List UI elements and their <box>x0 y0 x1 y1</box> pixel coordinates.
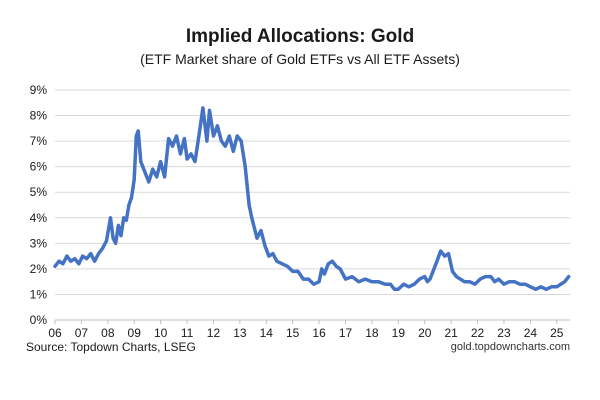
y-tick-label: 8% <box>30 109 48 123</box>
y-tick-label: 5% <box>30 185 48 199</box>
x-tick-label: 19 <box>392 326 406 340</box>
x-tick-label: 20 <box>418 326 432 340</box>
source-url[interactable]: gold.topdowncharts.com <box>450 341 570 353</box>
y-tick-label: 0% <box>30 313 48 327</box>
x-tick-label: 11 <box>181 326 194 340</box>
x-tick-label: 14 <box>260 326 274 340</box>
x-tick-label: 13 <box>233 326 247 340</box>
x-axis-ticks: 06 07 08 09 10 11 12 13 14 15 16 17 18 19 20 21 22 23 24 25 <box>48 320 564 340</box>
x-tick-label: 17 <box>339 326 353 340</box>
gridlines <box>55 89 570 295</box>
x-tick-label: 10 <box>154 326 168 340</box>
x-tick-label: 12 <box>207 326 221 340</box>
x-tick-label: 09 <box>128 326 142 340</box>
x-tick-label: 07 <box>75 326 89 340</box>
chart-title: Implied Allocations: Gold <box>185 26 415 47</box>
source-note: Source: Topdown Charts, LSEG <box>26 340 196 354</box>
chart-subtitle: (ETF Market share of Gold ETFs vs All ET… <box>140 51 460 67</box>
y-axis-ticks: 0% 1% 2% 3% 4% 5% 6% 7% 8% 9% <box>30 83 48 327</box>
y-tick-label: 2% <box>30 262 48 276</box>
y-tick-label: 6% <box>30 160 48 174</box>
y-tick-label: 3% <box>30 236 48 250</box>
series-group <box>53 106 571 292</box>
x-tick-label: 15 <box>286 326 300 340</box>
y-tick-label: 9% <box>30 83 48 97</box>
y-tick-label: 7% <box>30 134 48 148</box>
x-tick-label: 23 <box>497 326 511 340</box>
x-tick-label: 25 <box>550 326 564 340</box>
x-tick-label: 16 <box>312 326 326 340</box>
x-tick-label: 24 <box>524 326 538 340</box>
x-tick-label: 18 <box>365 326 379 340</box>
series-line <box>53 106 571 292</box>
y-tick-label: 4% <box>30 211 48 225</box>
y-tick-label: 1% <box>30 287 48 301</box>
x-tick-label: 06 <box>48 326 62 340</box>
x-tick-label: 22 <box>471 326 485 340</box>
x-tick-label: 21 <box>444 326 458 340</box>
x-tick-label: 08 <box>101 326 115 340</box>
